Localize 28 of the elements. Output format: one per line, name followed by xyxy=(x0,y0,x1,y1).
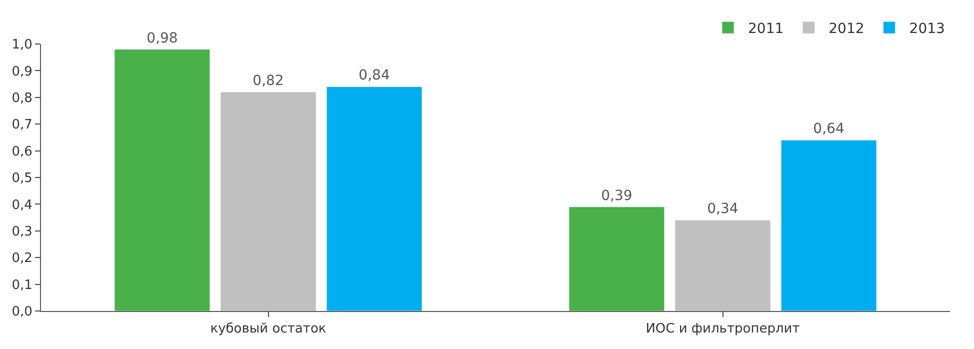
y-tick-label: 0,1 xyxy=(12,278,32,293)
bar xyxy=(114,49,210,311)
y-tick-label: 0,0 xyxy=(12,304,32,320)
y-tick-label: 0,9 xyxy=(12,64,32,80)
legend-label: 2013 xyxy=(909,21,945,38)
data-label: 0,84 xyxy=(358,68,390,84)
y-tick-label: 0,5 xyxy=(12,171,32,186)
data-label: 0,34 xyxy=(707,201,738,218)
legend-label: 2012 xyxy=(828,21,864,38)
x-tick-label: кубовый остаток xyxy=(210,322,326,337)
y-tick-label: 0,2 xyxy=(12,251,32,266)
y-tick-label: 0,6 xyxy=(12,144,32,160)
x-tick-label: ИОС и фильтроперлит xyxy=(646,322,800,337)
bar xyxy=(568,206,665,311)
data-label: 0,64 xyxy=(813,121,844,138)
bar xyxy=(220,92,316,311)
bar xyxy=(780,140,877,311)
legend-label: 2011 xyxy=(748,21,784,38)
y-tick-label: 0,3 xyxy=(12,224,32,240)
y-tick-label: 0,7 xyxy=(12,118,32,133)
bar xyxy=(326,86,422,311)
data-label: 0,82 xyxy=(252,73,284,90)
y-tick-label: 0,8 xyxy=(12,90,32,106)
y-tick-label: 1,0 xyxy=(12,38,32,53)
data-label: 0,39 xyxy=(601,188,632,204)
bar xyxy=(674,220,771,311)
y-tick-label: 0,4 xyxy=(12,198,32,213)
data-label: 0,98 xyxy=(146,30,178,46)
